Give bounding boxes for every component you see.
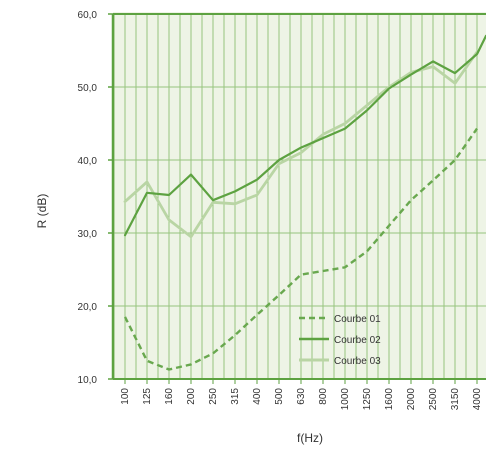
x-tick-label: 800 [318, 388, 329, 405]
x-tick-label: 160 [164, 388, 175, 405]
legend-label-1: Courbe 01 [334, 314, 381, 325]
x-tick-label: 500 [274, 388, 285, 405]
axes [108, 13, 486, 384]
x-tick-label: 2000 [406, 388, 417, 411]
x-tick-label: 1250 [362, 388, 373, 411]
x-tick-label: 1600 [384, 388, 395, 411]
y-tick-label: 20,0 [78, 302, 98, 313]
x-tick-label: 250 [208, 388, 219, 405]
x-tick-label: 125 [142, 388, 153, 405]
series-line-2 [123, 34, 486, 237]
y-tick-label: 60,0 [78, 10, 98, 21]
y-tick-label: 40,0 [78, 156, 98, 167]
y-tick-label: 30,0 [78, 229, 98, 240]
x-tick-label: 3150 [450, 388, 461, 411]
x-tick-label: 2500 [428, 388, 439, 411]
y-tick-label: 10,0 [78, 375, 98, 386]
y-tick-labels: 10,0 20,0 30,0 40,0 50,0 60,0 [78, 10, 98, 386]
x-tick-label: 1000 [340, 388, 351, 411]
x-axis-label: f(Hz) [297, 431, 323, 445]
y-tick-label: 50,0 [78, 83, 98, 94]
legend-label-3: Courbe 03 [334, 356, 381, 367]
series-lines [123, 34, 486, 371]
x-tick-label: 630 [296, 388, 307, 405]
x-tick-label: 4000 [472, 388, 483, 411]
y-axis-label: R (dB) [35, 194, 49, 229]
legend: Courbe 01 Courbe 02 Courbe 03 [299, 314, 381, 367]
legend-label-2: Courbe 02 [334, 335, 381, 346]
x-tick-label: 400 [252, 388, 263, 405]
x-tick-label: 315 [230, 388, 241, 405]
x-tick-label: 100 [120, 388, 131, 405]
x-tick-label: 200 [186, 388, 197, 405]
x-tick-labels: 100 125 160 200 250 315 400 500 630 800 1000 1250 16… [120, 388, 483, 411]
